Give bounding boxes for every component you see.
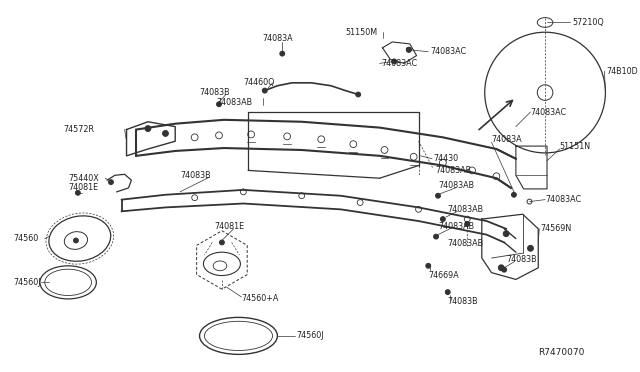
Circle shape: [392, 59, 397, 64]
Circle shape: [262, 88, 267, 93]
Circle shape: [502, 267, 507, 272]
Circle shape: [406, 47, 412, 52]
Circle shape: [527, 246, 533, 251]
Text: 74083AC: 74083AC: [545, 195, 581, 204]
Text: 74083AB: 74083AB: [438, 222, 474, 231]
Circle shape: [145, 126, 151, 131]
Text: 74B10D: 74B10D: [606, 67, 638, 76]
Circle shape: [434, 234, 438, 239]
Text: 74083A: 74083A: [263, 33, 293, 42]
Circle shape: [406, 47, 412, 52]
Circle shape: [511, 192, 516, 197]
Text: 74083AB: 74083AB: [438, 182, 474, 190]
Circle shape: [426, 263, 431, 268]
Circle shape: [280, 51, 285, 56]
Text: 74430: 74430: [433, 154, 458, 163]
Text: 74572R: 74572R: [63, 125, 94, 134]
Circle shape: [76, 190, 80, 195]
Text: 74083AC: 74083AC: [531, 108, 566, 116]
Circle shape: [356, 92, 360, 97]
Circle shape: [163, 131, 168, 137]
Text: 74669A: 74669A: [428, 271, 459, 280]
Text: 74083B: 74083B: [506, 256, 537, 264]
Text: 74083AB: 74083AB: [448, 205, 484, 214]
Text: 74083B: 74083B: [448, 297, 478, 306]
Text: 74083AB: 74083AB: [448, 239, 484, 248]
Text: 51150M: 51150M: [346, 28, 378, 37]
Circle shape: [465, 222, 470, 227]
Text: 74083AB: 74083AB: [216, 98, 252, 107]
Text: 51151N: 51151N: [559, 142, 591, 151]
Text: 74560J: 74560J: [13, 278, 41, 287]
Text: 74083AC: 74083AC: [430, 47, 467, 56]
Circle shape: [440, 217, 445, 222]
Text: 74083B: 74083B: [180, 171, 211, 180]
Text: 75440X: 75440X: [68, 174, 99, 183]
Circle shape: [503, 231, 509, 237]
Text: 74083AC: 74083AC: [381, 59, 418, 68]
Text: 74560J: 74560J: [297, 331, 324, 340]
Text: 74569N: 74569N: [540, 224, 572, 233]
Text: 74560+A: 74560+A: [241, 294, 279, 304]
Text: 74081E: 74081E: [214, 222, 244, 231]
Text: 74460Q: 74460Q: [243, 78, 275, 87]
Circle shape: [109, 180, 113, 185]
Circle shape: [74, 238, 78, 243]
Circle shape: [220, 240, 225, 245]
Text: 74083A: 74083A: [492, 135, 522, 144]
Text: R7470070: R7470070: [538, 348, 584, 357]
Text: 57210Q: 57210Q: [572, 18, 604, 27]
Circle shape: [499, 265, 504, 271]
Text: 74560: 74560: [13, 234, 39, 243]
Text: 74083AB: 74083AB: [435, 166, 471, 175]
Text: 74083B: 74083B: [200, 88, 230, 97]
Circle shape: [436, 193, 440, 198]
Text: 74081E: 74081E: [68, 183, 99, 192]
Circle shape: [216, 102, 221, 107]
Circle shape: [445, 290, 450, 295]
